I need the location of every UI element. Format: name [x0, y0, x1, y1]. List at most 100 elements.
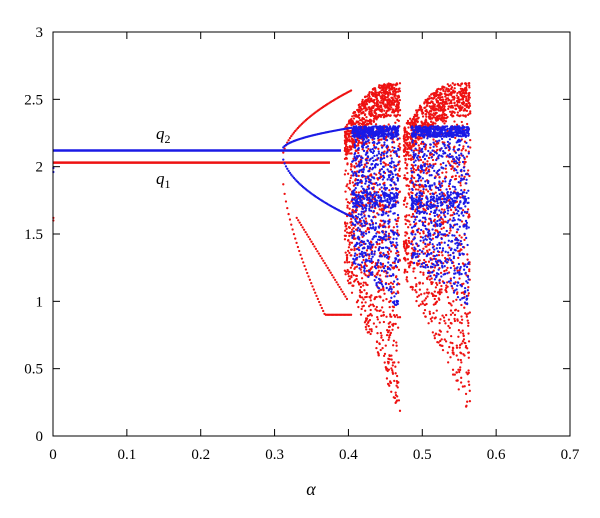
series-q1-point [449, 214, 452, 217]
series-q2-point [381, 285, 385, 288]
series-q1-point [426, 160, 429, 163]
series-q1-point [375, 340, 379, 344]
series-q1-point [374, 123, 378, 126]
series-q2-point [351, 170, 354, 173]
series-q1-point [367, 305, 371, 308]
series-q2-point [386, 271, 389, 274]
series-q2-point [392, 280, 396, 283]
series-q2-point [388, 201, 392, 205]
series-q1-point [343, 234, 347, 237]
series-q1-point [395, 349, 398, 352]
series-q1-point [406, 152, 409, 156]
series-q1-point [467, 286, 470, 289]
series-q2-point [461, 154, 465, 157]
series-q1-point [396, 229, 399, 232]
series-q2-point [437, 198, 440, 201]
series-q1-point [346, 162, 349, 165]
series-q2-point [459, 219, 462, 222]
series-q2-point [393, 260, 396, 263]
series-q2-point [364, 242, 367, 245]
series-q1-point [413, 144, 416, 147]
series-q1-point [381, 339, 385, 342]
series-q2-point [386, 144, 389, 147]
series-q1-point [403, 138, 406, 141]
series-q1-point [348, 152, 352, 155]
series-q1-point [284, 200, 288, 203]
series-q1-point [435, 145, 438, 148]
series-q2-point [390, 171, 393, 174]
series-q1-point [280, 161, 284, 164]
series-q1-point [458, 368, 462, 372]
series-q2-point [414, 256, 418, 259]
series-q1-point [444, 322, 447, 325]
series-q2-point [361, 174, 364, 177]
series-q2-point [417, 158, 420, 161]
series-q2-point [383, 184, 386, 187]
series-q1-point [360, 122, 364, 126]
series-q1-point [302, 261, 305, 264]
series-q1-point [395, 222, 398, 226]
series-q2-point [372, 227, 375, 230]
series-q1-point [384, 106, 387, 109]
series-q1-point [388, 336, 391, 339]
series-q2-point [356, 178, 359, 182]
series-q1-point [350, 224, 353, 227]
series-q1-point [466, 400, 469, 403]
series-q1-point [458, 101, 461, 104]
series-q2-point [354, 223, 357, 226]
series-q2-point [355, 165, 358, 168]
series-q1-point [463, 188, 466, 192]
series-q1-point [453, 313, 457, 317]
series-q1-point [296, 245, 300, 249]
series-q2-point [396, 283, 399, 286]
series-q1-point [396, 290, 399, 293]
series-q1-point [396, 217, 400, 220]
series-q2-point [372, 236, 375, 239]
series-q1-point [432, 312, 435, 315]
series-q2-point [365, 204, 368, 208]
series-q1-point [428, 312, 432, 316]
series-q1-point [376, 351, 380, 354]
series-q1-point [414, 289, 417, 292]
series-q2-point [457, 148, 461, 151]
series-q1-point [460, 82, 464, 85]
series-q1-point [373, 98, 376, 102]
series-q2-point [465, 191, 468, 195]
series-q1-point [388, 313, 392, 316]
series-q2-point [393, 295, 396, 298]
series-q2-point [370, 150, 373, 154]
series-q2-point [462, 245, 465, 249]
series-q2-point [446, 251, 450, 254]
series-q1-point [392, 226, 396, 229]
series-q1-point [460, 315, 463, 318]
series-q1-point [407, 226, 410, 229]
series-q2-point [453, 167, 456, 170]
series-q1-point [431, 331, 434, 334]
series-q1-point [462, 338, 466, 341]
series-q1-point [372, 117, 376, 120]
series-q1-point [419, 158, 423, 162]
series-q1-point [416, 263, 419, 266]
series-q1-point [451, 311, 454, 315]
series-q1-point [432, 97, 435, 100]
series-q1-point [424, 123, 427, 126]
series-q2-point [396, 254, 399, 257]
series-q1-point [394, 84, 397, 87]
series-q1-point [346, 201, 350, 204]
series-q1-point [407, 245, 410, 248]
series-q2-point [412, 261, 416, 265]
series-q1-point [357, 191, 361, 194]
series-q1-point [383, 361, 386, 364]
series-q2-point [371, 136, 374, 139]
series-q1-point [390, 106, 393, 109]
series-q1-point [302, 228, 306, 231]
series-q1-point [362, 111, 365, 114]
series-q1-point [343, 261, 347, 264]
series-q1-point [365, 292, 368, 295]
series-q2-point [361, 187, 365, 190]
series-q2-point [352, 257, 355, 261]
series-q1-point [440, 92, 443, 95]
series-q2-point [449, 193, 452, 196]
series-q2-point [290, 173, 293, 176]
series-q2-point [389, 133, 392, 136]
